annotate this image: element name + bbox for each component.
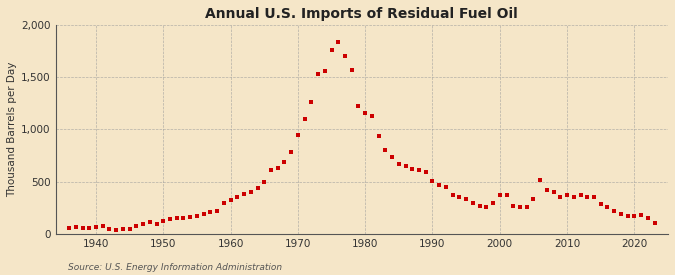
Text: Source: U.S. Energy Information Administration: Source: U.S. Energy Information Administ…	[68, 263, 281, 272]
Title: Annual U.S. Imports of Residual Fuel Oil: Annual U.S. Imports of Residual Fuel Oil	[205, 7, 518, 21]
Y-axis label: Thousand Barrels per Day: Thousand Barrels per Day	[7, 62, 17, 197]
